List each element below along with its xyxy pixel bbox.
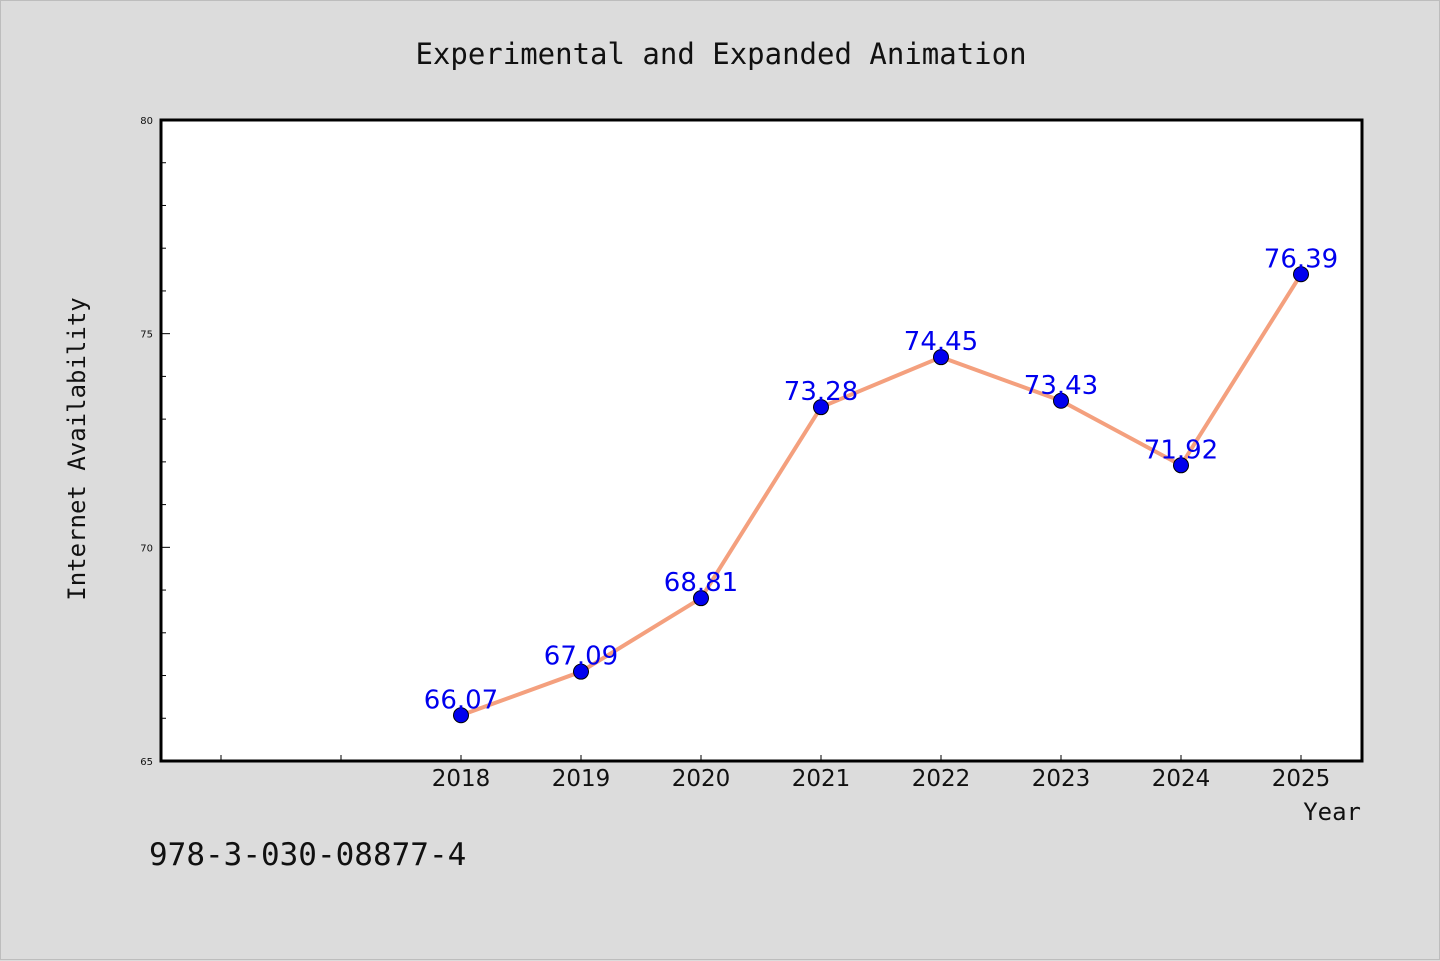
data-point-marker <box>453 707 469 724</box>
x-tick-label: 2021 <box>792 766 851 792</box>
x-tick-label: 2023 <box>1032 766 1091 792</box>
y-tick-label: 75 <box>140 330 153 341</box>
y-tick-label: 80 <box>140 116 153 127</box>
x-tick-label: 2025 <box>1272 766 1331 792</box>
x-tick-label: 2022 <box>912 766 971 792</box>
data-label: 74.45 <box>904 327 978 357</box>
data-point-marker <box>1293 266 1309 283</box>
data-point-marker <box>693 590 709 607</box>
data-point-marker <box>813 399 829 416</box>
plot-area <box>161 120 1362 761</box>
isbn-text: 978-3-030-08877-4 <box>149 837 466 873</box>
data-label: 71.92 <box>1144 435 1218 465</box>
data-label: 68.81 <box>664 568 738 598</box>
data-label: 67.09 <box>544 642 618 672</box>
x-tick-label: 2020 <box>672 766 731 792</box>
x-tick-label: 2019 <box>552 766 611 792</box>
x-axis-label: Year <box>1303 798 1361 826</box>
data-point-marker <box>573 663 589 680</box>
data-label: 73.43 <box>1024 371 1098 401</box>
x-tick-label: 2024 <box>1152 766 1211 792</box>
series-line-layer <box>459 272 1303 718</box>
y-axis-label: Internet Availability <box>63 297 91 600</box>
data-markers <box>453 266 1309 724</box>
x-tick-label: 2018 <box>432 766 491 792</box>
data-point-marker <box>1173 457 1189 474</box>
chart-title: Experimental and Expanded Animation <box>415 37 1026 71</box>
data-labels: 66.07 67.09 68.81 73.28 74.45 73.43 71.92 76.39 <box>424 244 1338 715</box>
plot-frame <box>159 118 1364 763</box>
y-tick-label: 70 <box>140 543 153 554</box>
data-label: 66.07 <box>424 685 498 715</box>
data-point-marker <box>1053 392 1069 409</box>
y-tick-label: 65 <box>140 757 153 768</box>
data-label: 76.39 <box>1264 244 1338 274</box>
data-point-marker <box>933 349 949 366</box>
data-label: 73.28 <box>784 377 858 407</box>
series-line <box>459 272 1303 718</box>
axis-ticks: 65 70 75 80 2018 2019 2020 2021 2022 2023 2024 2025 <box>140 116 1330 792</box>
